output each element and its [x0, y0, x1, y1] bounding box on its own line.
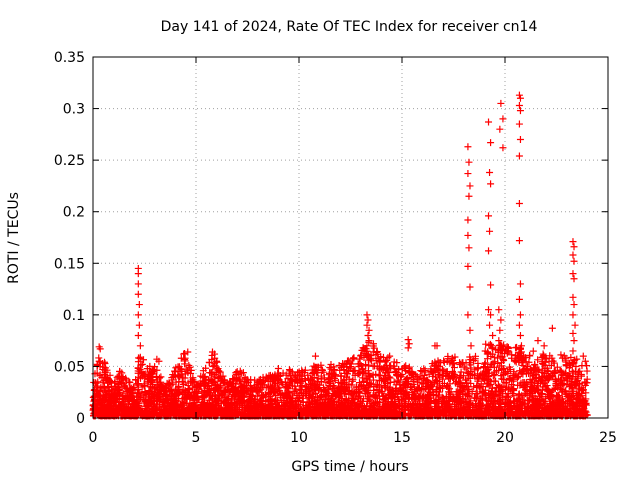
data-point-marker	[133, 392, 141, 400]
data-point-marker	[351, 366, 359, 374]
data-point-marker	[554, 384, 562, 392]
data-point-marker	[444, 355, 452, 363]
data-point-marker	[460, 363, 468, 371]
data-point-marker	[138, 360, 146, 368]
data-point-marker	[214, 374, 222, 382]
data-point-marker	[320, 368, 328, 376]
data-point-marker	[152, 385, 160, 393]
data-point-marker	[508, 381, 516, 389]
data-point-marker	[349, 376, 357, 384]
data-point-marker	[355, 355, 363, 363]
grid-lines	[93, 57, 608, 418]
data-point-marker	[547, 362, 555, 370]
data-point-marker	[358, 374, 366, 382]
data-point-marker	[199, 393, 207, 401]
data-point-marker	[463, 369, 471, 377]
data-point-marker	[141, 388, 149, 396]
data-point-marker	[529, 347, 537, 355]
data-point-marker	[219, 372, 227, 380]
data-point-marker	[567, 353, 575, 361]
data-point-marker	[304, 371, 312, 379]
data-point-marker	[443, 381, 451, 389]
data-point-marker	[525, 358, 533, 366]
data-point-marker	[382, 376, 390, 384]
data-point-marker	[534, 356, 542, 364]
data-point-marker	[401, 366, 409, 374]
data-point-marker	[349, 355, 357, 363]
data-point-marker	[350, 354, 358, 362]
data-point-marker	[104, 383, 112, 391]
data-point-marker	[284, 375, 292, 383]
data-point-marker	[385, 373, 393, 381]
data-point-marker	[415, 376, 423, 384]
chart-title: Day 141 of 2024, Rate Of TEC Index for r…	[161, 19, 538, 35]
data-point-marker	[296, 379, 304, 387]
data-point-marker	[511, 357, 519, 365]
data-point-marker	[290, 371, 298, 379]
data-point-marker	[393, 359, 401, 367]
